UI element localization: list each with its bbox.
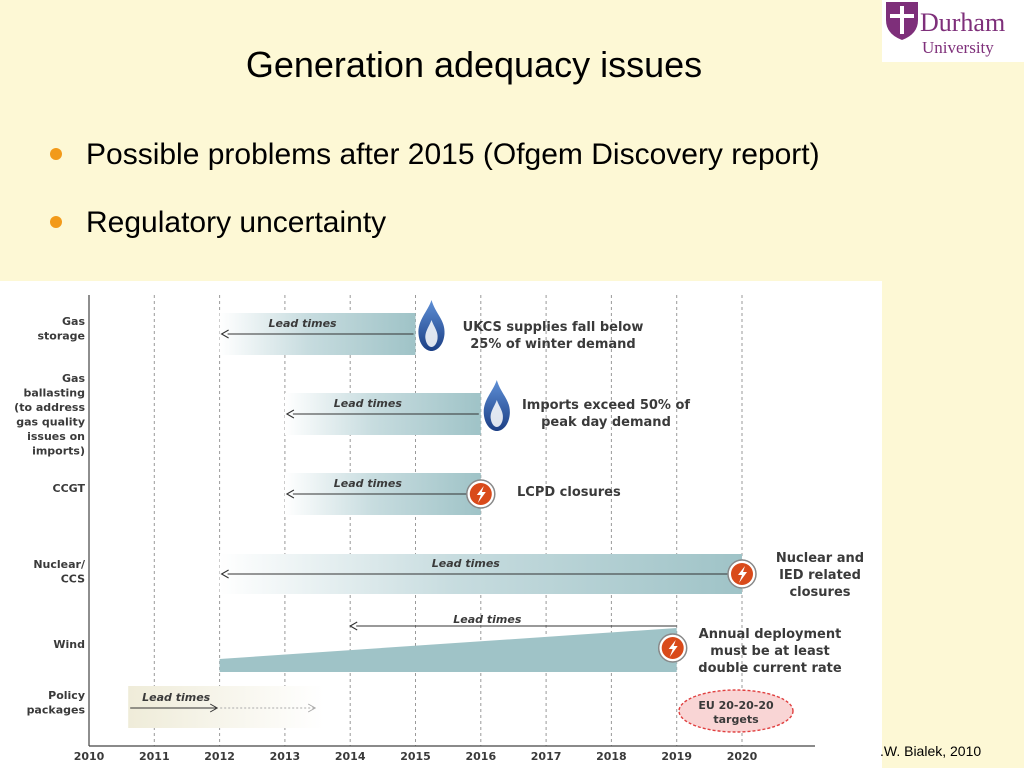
gas-flame-icon [483,380,510,431]
year-tick-label: 2020 [727,750,758,763]
row-label: Gas [62,315,85,328]
annotation-text: UKCS supplies fall below [463,320,644,335]
row-label: Gas [62,372,85,385]
lightning-bolt [738,566,747,583]
lead-time-arrow-head [349,621,358,631]
bullet-item: Possible problems after 2015 (Ofgem Disc… [50,138,820,172]
row-label: imports) [32,445,85,458]
logo-word-university: University [922,38,994,57]
logo-word-durham: Durham [920,8,1006,37]
power-plant-icon [727,559,757,589]
bullet-item: Regulatory uncertainty [50,206,386,240]
policy-bar [128,686,325,728]
row-label: CCGT [53,482,86,495]
annotation-text: double current rate [698,661,842,676]
power-plant-icon [657,633,688,663]
flame-inner [425,320,438,347]
lead-times-label: Lead times [334,397,403,410]
lightning-bolt [476,486,486,503]
bullet-dot-icon [50,216,62,229]
year-tick-label: 2015 [400,750,431,763]
slide-title: Generation adequacy issues [245,44,703,85]
row-label: Wind [53,638,85,651]
row-label: ballasting [23,387,85,400]
lead-time-arrow-head [285,409,295,419]
annotation-text: must be at least [710,644,829,659]
row-label: issues on [27,430,85,443]
lead-times-label: Lead times [432,557,501,570]
row-label: gas quality [16,416,85,429]
annotation-text: Imports exceed 50% of [522,398,690,413]
bullet-dot-icon [50,148,62,161]
lead-times-label: Lead times [453,613,522,626]
university-crest-icon [886,2,918,40]
row-label: storage [37,330,85,343]
year-tick-label: 2018 [596,750,627,763]
lead-times-label: Lead times [142,691,211,704]
lead-time-arrow-head [220,329,229,339]
year-tick-label: 2011 [139,750,170,763]
year-tick-label: 2010 [74,750,105,763]
annotation-text: Annual deployment [699,627,842,642]
year-tick-label: 2012 [204,750,235,763]
annotation-text: peak day demand [541,415,671,430]
author-credit: .W. Bialek, 2010 [880,743,982,759]
flame-inner [490,400,503,427]
row-label: Nuclear/ [33,558,86,571]
bullet-text: Regulatory uncertainty [86,206,387,239]
year-tick-label: 2016 [465,750,496,763]
bullet-text: Possible problems after 2015 (Ofgem Disc… [86,138,820,171]
eu-targets-text: EU 20-20-20 [698,699,774,712]
row-label: Policy [48,689,85,702]
policy-arrow-faded-head [307,703,317,713]
wind-deployment-wedge [219,628,677,672]
annotation-text: IED related [779,568,861,583]
year-tick-label: 2014 [335,750,366,763]
annotation-text: Nuclear and [776,551,864,566]
lead-times-label: Lead times [334,477,403,490]
year-tick-label: 2013 [270,750,301,763]
row-label: (to address [14,401,85,414]
annotation-text: LCPD closures [517,485,621,500]
lightning-bolt [668,640,678,657]
lead-times-label: Lead times [268,317,337,330]
row-label: packages [27,704,86,717]
row-label: CCS [61,573,85,586]
eu-targets-badge [678,689,794,733]
annotation-text: closures [789,585,850,600]
lead-time-arrow-head [285,489,295,499]
power-plant-icon [466,479,496,509]
eu-targets-text: targets [713,713,759,726]
chart-canvas: 2010 2011 2012 2013 2014 2015 2016 2017 2018 2019… [14,295,864,763]
lead-time-arrow-head [220,569,229,579]
annotation-text: 25% of winter demand [470,337,635,352]
year-tick-label: 2019 [661,750,692,763]
policy-arrow-head [209,703,219,713]
durham-university-logo: Durham University [882,0,1024,62]
generation-adequacy-chart: 2010 2011 2012 2013 2014 2015 2016 2017 2018 2019… [0,281,882,768]
gas-flame-icon [418,300,445,351]
year-tick-label: 2017 [531,750,562,763]
